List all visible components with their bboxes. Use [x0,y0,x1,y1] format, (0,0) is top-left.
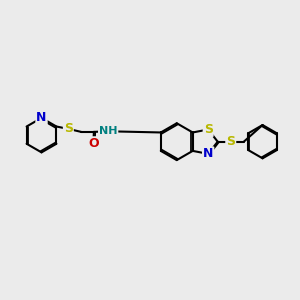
Text: S: S [64,122,73,135]
Text: O: O [88,137,99,150]
Text: S: S [204,123,213,136]
Text: N: N [203,147,213,161]
Text: NH: NH [99,126,117,136]
Text: S: S [226,135,235,148]
Text: N: N [36,111,47,124]
